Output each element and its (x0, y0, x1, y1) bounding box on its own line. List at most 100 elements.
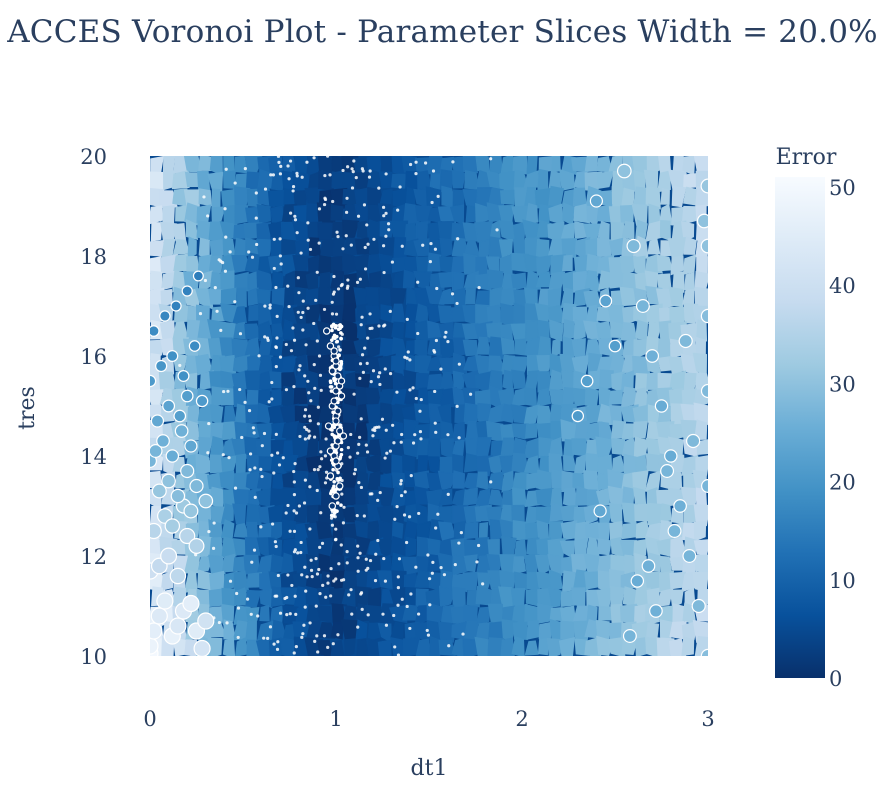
voronoi-cell (693, 521, 707, 542)
x-tick-label: 2 (515, 707, 528, 731)
sample-dot (303, 425, 307, 429)
sample-dot (335, 230, 339, 234)
sample-dot (380, 417, 385, 421)
sample-dot (324, 595, 328, 599)
sample-dot (291, 189, 295, 193)
voronoi-cell (426, 437, 441, 460)
voronoi-cell (245, 620, 257, 642)
data-point (678, 333, 693, 349)
sample-dot (291, 185, 296, 189)
sample-dot (315, 634, 319, 638)
sample-dot (338, 423, 342, 427)
x-tick-label: 1 (329, 707, 342, 731)
sample-dot (292, 338, 297, 342)
voronoi-cell (500, 323, 514, 341)
sample-dot (345, 561, 349, 565)
voronoi-cell (693, 402, 708, 426)
sample-dot (212, 521, 216, 525)
sample-dot (358, 277, 362, 281)
voronoi-cell (306, 437, 319, 460)
sample-dot (381, 612, 385, 616)
sample-dot (417, 612, 421, 616)
sample-dot (243, 166, 247, 171)
sample-dot (274, 345, 278, 350)
sample-dot (307, 391, 311, 395)
sample-dot (272, 642, 276, 646)
data-point (180, 463, 195, 479)
sample-dot (403, 355, 407, 359)
voronoi-cell (475, 621, 493, 643)
voronoi-cell (660, 187, 670, 205)
sample-dot (312, 363, 316, 367)
voronoi-cell (244, 536, 261, 556)
voronoi-cell (377, 639, 392, 656)
sample-dot (358, 362, 363, 366)
y-axis-ticks: 10 12 14 16 18 20 (80, 145, 107, 669)
voronoi-cell (330, 204, 344, 221)
sample-dot (290, 583, 294, 588)
y-tick-label: 12 (80, 545, 107, 569)
sample-dot (338, 323, 343, 327)
voronoi-cell (319, 271, 331, 294)
voronoi-cell (341, 303, 356, 324)
sample-dot (339, 359, 344, 364)
sample-dot (334, 577, 338, 581)
voronoi-cell (558, 637, 576, 656)
voronoi-cell (390, 354, 406, 377)
sample-dot (336, 470, 340, 475)
data-point (174, 424, 189, 438)
voronoi-cell (244, 370, 263, 393)
voronoi-cell (355, 303, 368, 325)
sample-dot (359, 591, 364, 595)
data-point (332, 457, 340, 465)
sample-dot (409, 592, 413, 596)
voronoi-cell (426, 489, 443, 508)
sample-dot (342, 505, 346, 509)
voronoi-cell (451, 271, 465, 292)
sample-dot (396, 603, 400, 607)
sample-dot (361, 370, 366, 375)
sample-dot (268, 306, 272, 310)
sample-dot (455, 301, 459, 306)
sample-dot (262, 431, 267, 436)
voronoi-cell (523, 404, 540, 426)
sample-dot (308, 434, 312, 438)
voronoi-cell (462, 339, 478, 357)
voronoi-cell (609, 520, 624, 541)
sample-dot (314, 557, 318, 561)
sample-dot (303, 565, 307, 569)
sample-dot (238, 332, 243, 336)
sample-dot (278, 355, 283, 359)
sample-dot (213, 286, 217, 290)
voronoi-cell (524, 640, 539, 656)
sample-dot (206, 451, 210, 455)
sample-dot (443, 335, 447, 339)
voronoi-cell (317, 622, 336, 639)
voronoi-cell (535, 238, 550, 259)
voronoi-cell (318, 553, 331, 575)
sample-dot (459, 530, 463, 535)
data-point (169, 617, 187, 635)
colorbar-tick-label: 50 (829, 176, 856, 200)
voronoi-cell (259, 370, 273, 392)
sample-dot (315, 270, 319, 274)
sample-dot (263, 304, 267, 308)
sample-dot (315, 339, 319, 343)
voronoi-cell (475, 156, 491, 175)
sample-dot (332, 579, 336, 583)
voronoi-cell (196, 204, 212, 223)
x-axis-ticks: 0 1 2 3 (143, 707, 714, 731)
voronoi-cell (160, 288, 174, 307)
sample-dot (338, 348, 342, 352)
sample-dot (326, 156, 330, 158)
sample-dot (403, 490, 407, 494)
sample-dot (349, 243, 353, 247)
sample-dot (263, 335, 267, 339)
sample-dot (320, 457, 324, 461)
voronoi-cell (647, 237, 661, 255)
sample-dot (222, 389, 226, 394)
sample-dot (202, 195, 206, 199)
sample-dot (363, 245, 367, 250)
voronoi-cell (366, 570, 383, 593)
voronoi-cell (560, 287, 574, 309)
